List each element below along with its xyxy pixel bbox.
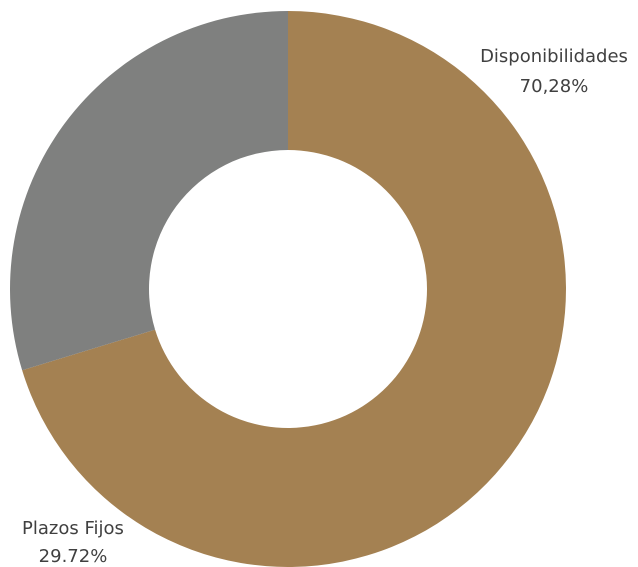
slice-disponibilidades	[22, 11, 567, 567]
slice-label-value: 70,28%	[520, 76, 589, 97]
slices-group	[9, 11, 567, 567]
label-plazos-fijos: Plazos Fijos 29.72%	[22, 518, 124, 567]
slice-label-value: 29.72%	[39, 546, 108, 567]
slice-label-name: Disponibilidades	[480, 46, 628, 67]
slice-label-name: Plazos Fijos	[22, 518, 124, 539]
slice-plazos-fijos	[9, 11, 289, 371]
label-disponibilidades: Disponibilidades 70,28%	[480, 46, 628, 97]
